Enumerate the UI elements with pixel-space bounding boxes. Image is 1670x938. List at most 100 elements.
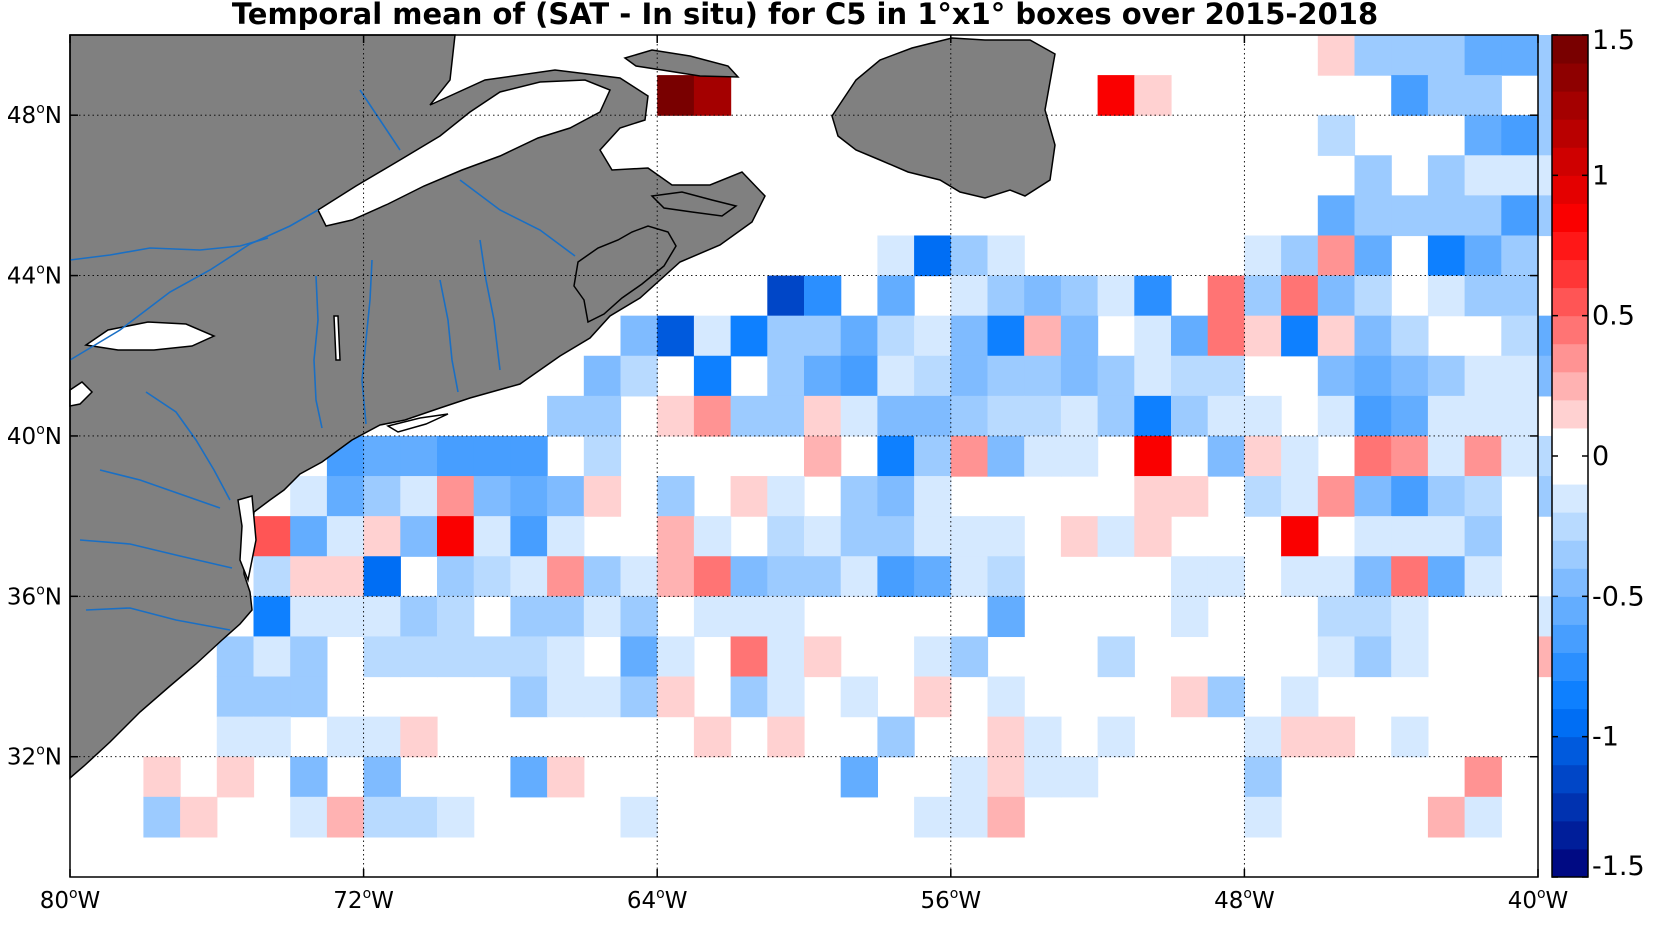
heatmap-cell — [547, 636, 585, 678]
heatmap-cell — [620, 315, 658, 357]
heatmap-cell — [1464, 235, 1502, 277]
heatmap-cell — [620, 556, 658, 597]
heatmap-cell — [877, 235, 915, 277]
heatmap-cell — [657, 476, 695, 517]
heatmap-cell — [510, 435, 548, 477]
heatmap-cell — [1281, 315, 1319, 357]
heatmap-cell — [657, 516, 695, 557]
heatmap-cell — [914, 516, 952, 557]
colorbar-swatch — [1552, 427, 1588, 457]
heatmap-cell — [437, 796, 475, 838]
heatmap-cell — [473, 636, 511, 678]
heatmap-cell — [877, 355, 915, 397]
heatmap-cell — [1317, 115, 1356, 156]
heatmap-cell — [473, 556, 511, 597]
heatmap-cell — [914, 476, 952, 517]
colorbar-swatch — [1552, 568, 1588, 597]
heatmap-cell — [510, 756, 548, 798]
heatmap-cell — [1427, 235, 1466, 277]
colorbar-tick-label: 1 — [1592, 160, 1609, 191]
heatmap-cell — [1244, 435, 1282, 477]
heatmap-cell — [1024, 756, 1062, 798]
colorbar-swatch — [1552, 231, 1588, 261]
heatmap-cell — [1501, 355, 1539, 397]
heatmap-cell — [657, 315, 695, 357]
heatmap-cell — [1391, 476, 1429, 517]
colorbar-swatch — [1552, 596, 1588, 625]
colorbar-swatch — [1552, 456, 1588, 485]
heatmap-cell — [1464, 796, 1502, 838]
heatmap-cell — [950, 756, 989, 798]
heatmap-cell — [253, 676, 291, 718]
heatmap-cell — [1501, 35, 1539, 76]
heatmap-cell — [1391, 435, 1429, 477]
heatmap-cell — [1427, 355, 1466, 397]
heatmap-cell — [1097, 275, 1135, 317]
lake-ontario — [84, 321, 216, 351]
heatmap-cell — [1060, 315, 1099, 357]
heatmap-cell — [1097, 395, 1135, 437]
heatmap-cell — [1317, 556, 1356, 597]
heatmap-cell — [1207, 315, 1245, 357]
heatmap-cell — [437, 516, 475, 557]
heatmap-cell — [1207, 556, 1245, 597]
heatmap-cell — [1354, 195, 1392, 237]
heatmap-cell — [1024, 716, 1062, 758]
map-frame — [69, 34, 1539, 878]
heatmap-cell — [253, 516, 291, 557]
heatmap-cell — [693, 315, 732, 357]
heatmap-cell — [290, 556, 328, 597]
heatmap-cell — [950, 796, 989, 838]
heatmap-cell — [180, 796, 218, 838]
river-saint-john — [459, 179, 576, 257]
heatmap-cell — [840, 355, 878, 397]
heatmap-cell — [620, 596, 658, 638]
colorbar-tick-label: 0.5 — [1592, 301, 1635, 332]
heatmap-cell — [1244, 315, 1282, 357]
heatmap-cell — [326, 556, 365, 597]
heatmap-cell — [1317, 636, 1356, 678]
heatmap-cell — [693, 556, 732, 597]
river-kennebec — [439, 279, 459, 393]
heatmap-cell — [693, 596, 732, 638]
heatmap-cell — [510, 476, 548, 517]
heatmap-cell — [1171, 395, 1209, 437]
river-ottawa — [69, 237, 269, 261]
heatmap-cell — [730, 596, 768, 638]
heatmap-cell — [1317, 476, 1356, 517]
land-masses — [69, 34, 1056, 780]
heatmap-cell — [840, 676, 878, 718]
river-potomac — [99, 469, 221, 509]
heatmap-cell — [767, 516, 805, 557]
colorbar-swatch — [1552, 708, 1588, 738]
heatmap-cell — [1097, 716, 1135, 758]
rivers — [69, 89, 576, 631]
heatmap-cell — [657, 75, 695, 116]
land-anticosti-island — [623, 49, 740, 78]
heatmap-cell — [1024, 435, 1062, 477]
heatmap-cell — [1171, 315, 1209, 357]
heatmap-cell — [437, 556, 475, 597]
heatmap-cell — [804, 636, 842, 678]
y-tick-label: 32oN — [7, 743, 62, 771]
chesapeake-bay — [237, 495, 257, 583]
heatmap-cell — [363, 756, 401, 798]
heatmap-cell — [1060, 756, 1099, 798]
heatmap-cell — [1244, 235, 1282, 277]
colorbar-swatch — [1552, 35, 1588, 64]
heatmap-cell — [1317, 195, 1356, 237]
heatmap-cell — [950, 275, 989, 317]
heatmap-cell — [1464, 395, 1502, 437]
heatmap-cell — [620, 676, 658, 718]
heatmap-cell — [1354, 235, 1392, 277]
heatmap-cell — [767, 556, 805, 597]
heatmap-cell — [877, 476, 915, 517]
heatmap-cell — [1281, 556, 1319, 597]
heatmap-cell — [326, 796, 365, 838]
heatmap-cell — [1354, 155, 1392, 196]
heatmap-cell — [987, 275, 1025, 317]
heatmap-cell — [693, 516, 732, 557]
heatmap-cell — [547, 756, 585, 798]
river-james — [79, 539, 233, 569]
heatmap-cell — [730, 315, 768, 357]
